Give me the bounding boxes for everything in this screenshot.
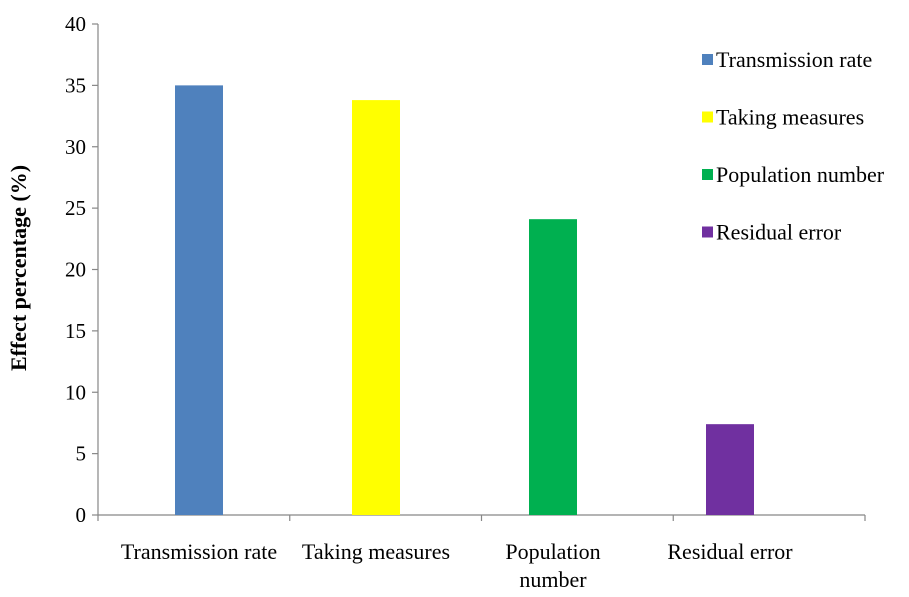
y-tick-label: 10 — [65, 380, 86, 404]
bar — [529, 219, 577, 516]
category-label: Residual error — [667, 539, 793, 564]
bars — [175, 85, 754, 516]
y-tick-label: 35 — [65, 73, 86, 97]
bar — [352, 100, 400, 515]
category-label: Transmission rate — [121, 539, 277, 564]
y-tick-label: 0 — [76, 503, 87, 527]
category-label: Taking measures — [302, 539, 450, 564]
legend: Transmission rate Taking measures Populati… — [702, 47, 885, 245]
legend-swatch — [702, 169, 713, 180]
y-tick-label: 30 — [65, 135, 86, 159]
y-tick-label: 40 — [65, 12, 86, 36]
y-tick-label: 25 — [65, 196, 86, 220]
bar — [175, 85, 223, 515]
legend-swatch — [702, 226, 713, 238]
y-axis-title: Effect percentage (%) — [6, 165, 31, 371]
y-tick-label: 20 — [65, 258, 86, 282]
legend-swatch — [702, 54, 713, 65]
legend-label: Residual error — [716, 220, 842, 245]
category-labels: Transmission rate Taking measures Populati… — [121, 539, 793, 592]
bar — [706, 424, 754, 515]
legend-label: Taking measures — [716, 105, 864, 130]
legend-label: Transmission rate — [716, 47, 872, 72]
y-tick-labels: 0 5 10 15 20 25 30 35 40 — [65, 12, 86, 527]
legend-swatch — [702, 111, 713, 123]
y-tick-label: 5 — [76, 442, 87, 466]
y-tick-label: 15 — [65, 319, 86, 343]
category-label: Population — [505, 539, 600, 564]
legend-label: Population number — [716, 162, 885, 187]
category-label: number — [519, 567, 587, 592]
